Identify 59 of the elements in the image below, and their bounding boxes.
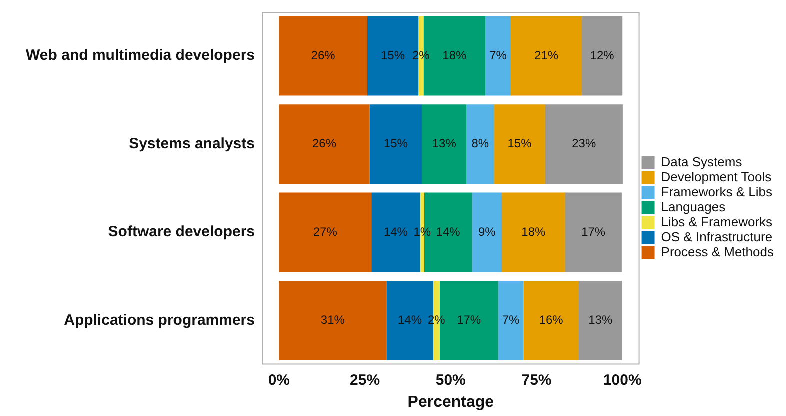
data-label: 9% xyxy=(478,224,496,239)
x-tick-label: 0% xyxy=(268,372,290,389)
data-label: 8% xyxy=(472,136,490,151)
data-label: 26% xyxy=(312,136,337,151)
data-label: 7% xyxy=(490,48,508,62)
data-label: 27% xyxy=(313,224,338,239)
data-label: 26% xyxy=(311,48,336,62)
data-label: 16% xyxy=(539,313,564,328)
bar xyxy=(582,16,623,96)
data-label: 7% xyxy=(502,313,520,328)
bar xyxy=(578,281,622,360)
bar xyxy=(466,104,494,184)
data-label: 14% xyxy=(398,313,422,328)
data-label: 18% xyxy=(522,224,546,239)
data-label: 15% xyxy=(384,136,408,151)
data-label: 12% xyxy=(590,48,615,62)
bar xyxy=(545,104,623,184)
data-label: 14% xyxy=(436,224,461,239)
bar xyxy=(279,192,372,272)
bar xyxy=(502,192,566,272)
bar xyxy=(472,192,502,272)
bar xyxy=(494,104,546,184)
data-label: 31% xyxy=(320,313,346,328)
legend-label: Process & Methods xyxy=(661,244,774,260)
x-tick-label: 25% xyxy=(350,372,380,389)
bar xyxy=(279,104,370,184)
data-label: 23% xyxy=(572,136,596,151)
legend-label: Languages xyxy=(661,200,726,215)
x-tick-label: 100% xyxy=(603,372,642,389)
data-label: 18% xyxy=(442,48,467,62)
y-tick-label: Systems analysts xyxy=(129,135,255,152)
x-axis-title: Percentage xyxy=(408,394,494,411)
bar xyxy=(370,104,422,184)
bar xyxy=(565,192,622,272)
legend-label: Development Tools xyxy=(661,170,772,185)
bar xyxy=(422,104,467,184)
data-label: 15% xyxy=(508,136,532,151)
legend-label: OS & Infrastructure xyxy=(661,230,773,245)
y-tick-label: Web and multimedia developers xyxy=(26,47,255,64)
bar xyxy=(279,16,368,96)
data-label: 17% xyxy=(582,224,606,239)
data-label: 21% xyxy=(534,48,559,62)
bar xyxy=(279,281,387,360)
y-tick-label: Applications programmers xyxy=(64,312,255,329)
x-tick-label: 75% xyxy=(522,372,552,389)
data-label: 14% xyxy=(384,224,408,239)
bar xyxy=(498,281,524,360)
data-label: 15% xyxy=(381,48,406,62)
bar xyxy=(510,16,582,96)
bar xyxy=(486,16,511,96)
data-label: 17% xyxy=(457,313,482,328)
legend-label: Frameworks & Libs xyxy=(661,184,774,200)
y-tick-label: Software developers xyxy=(108,224,255,241)
data-label: 13% xyxy=(588,313,613,328)
data-label: 13% xyxy=(432,136,457,151)
legend-label: Data Systems xyxy=(661,154,743,170)
x-tick-label: 50% xyxy=(436,372,466,389)
bar xyxy=(524,281,579,360)
legend-label: Libs & Frameworks xyxy=(661,214,774,230)
